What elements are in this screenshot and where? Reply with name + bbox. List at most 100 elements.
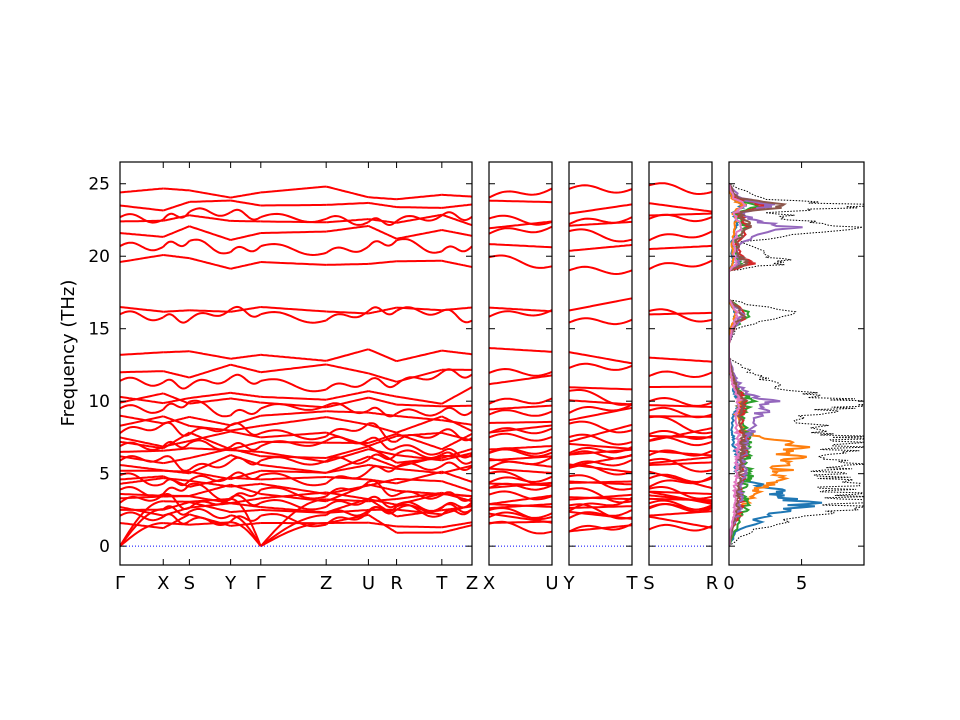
band-line: [489, 254, 552, 269]
band-line: [230, 353, 261, 360]
band-line: [396, 470, 443, 485]
band-line: [162, 313, 191, 324]
band-line: [230, 232, 262, 241]
band-line: [649, 523, 712, 532]
band-line: [649, 213, 712, 223]
band-line: [396, 454, 442, 462]
x-tick-label: T: [626, 573, 639, 594]
band-line: [230, 502, 261, 508]
band-line: [230, 363, 262, 374]
band-line: [396, 206, 442, 209]
band-line: [649, 515, 712, 529]
band-line: [649, 396, 712, 407]
band-line: [649, 494, 712, 503]
band-panel-main-frame: [119, 161, 473, 566]
band-line: [489, 427, 552, 435]
band-line: [396, 461, 443, 471]
band-line: [396, 259, 442, 263]
band-line: [120, 500, 164, 547]
band-line: [189, 502, 231, 509]
band-line: [325, 185, 369, 199]
band-line: [367, 465, 398, 473]
band-line: [120, 449, 164, 453]
band-line: [325, 348, 369, 362]
band-line: [489, 225, 552, 235]
band-line: [162, 200, 190, 212]
band-line: [229, 514, 262, 523]
band-line: [569, 509, 632, 519]
band-line: [326, 201, 369, 206]
band-line: [649, 370, 712, 379]
band-line: [162, 483, 191, 495]
band-line: [189, 238, 231, 255]
band-line: [441, 451, 472, 465]
band-line: [229, 407, 262, 417]
band-line: [441, 308, 472, 324]
band-line: [396, 478, 442, 483]
band-line: [489, 432, 552, 442]
band-line: [230, 449, 261, 453]
band-line: [162, 505, 190, 516]
band-line: [489, 187, 552, 199]
band-line: [230, 497, 261, 505]
band-line: [162, 400, 191, 411]
band-line: [120, 306, 164, 313]
band-line: [120, 464, 164, 472]
band-line: [441, 211, 472, 222]
band-line: [367, 377, 398, 389]
band-line: [396, 449, 443, 460]
band-line: [569, 450, 632, 460]
band-line: [189, 199, 231, 203]
band-line: [120, 310, 164, 322]
band-line: [120, 219, 164, 223]
band-line: [260, 261, 327, 266]
dos-partial-curve-5: [729, 183, 803, 547]
band-line: [230, 397, 261, 404]
band-line: [120, 370, 164, 374]
band-line: [649, 308, 712, 323]
band-line: [441, 386, 472, 405]
band-line: [396, 214, 443, 222]
band-line: [188, 376, 232, 387]
x-tick-label: Γ: [256, 573, 266, 594]
band-line: [229, 456, 262, 466]
band-line: [188, 460, 232, 471]
band-line: [120, 472, 164, 487]
band-line: [367, 406, 398, 418]
band-line: [260, 506, 327, 514]
band-line: [260, 493, 327, 503]
band-line: [189, 363, 231, 379]
band-line: [368, 348, 397, 363]
band-line: [189, 424, 231, 432]
band-line: [260, 410, 327, 417]
band-line: [162, 478, 191, 487]
band-line: [326, 224, 369, 233]
band-line: [569, 203, 632, 215]
band-line: [120, 351, 164, 356]
band-line: [120, 392, 164, 404]
band-line: [229, 245, 262, 253]
band-line: [326, 484, 369, 495]
band-line: [569, 228, 632, 243]
band-line: [649, 406, 712, 419]
band-line: [325, 511, 370, 526]
band-line: [326, 262, 369, 266]
x-tick-label: U: [362, 573, 375, 594]
band-line: [120, 506, 164, 517]
band-line: [230, 261, 262, 270]
band-line: [489, 470, 552, 486]
band-line: [260, 378, 327, 393]
band-line: [162, 211, 191, 221]
band-line: [260, 212, 327, 223]
band-line: [649, 434, 712, 439]
band-line: [120, 232, 164, 238]
band-line: [189, 470, 231, 481]
band-line: [120, 213, 164, 224]
band-line: [325, 431, 369, 447]
band-panel-y-t-frame: [568, 161, 633, 566]
band-line: [569, 265, 632, 276]
band-line: [368, 390, 397, 398]
band-line: [396, 467, 442, 475]
band-line: [489, 475, 552, 484]
band-line: [163, 457, 190, 465]
